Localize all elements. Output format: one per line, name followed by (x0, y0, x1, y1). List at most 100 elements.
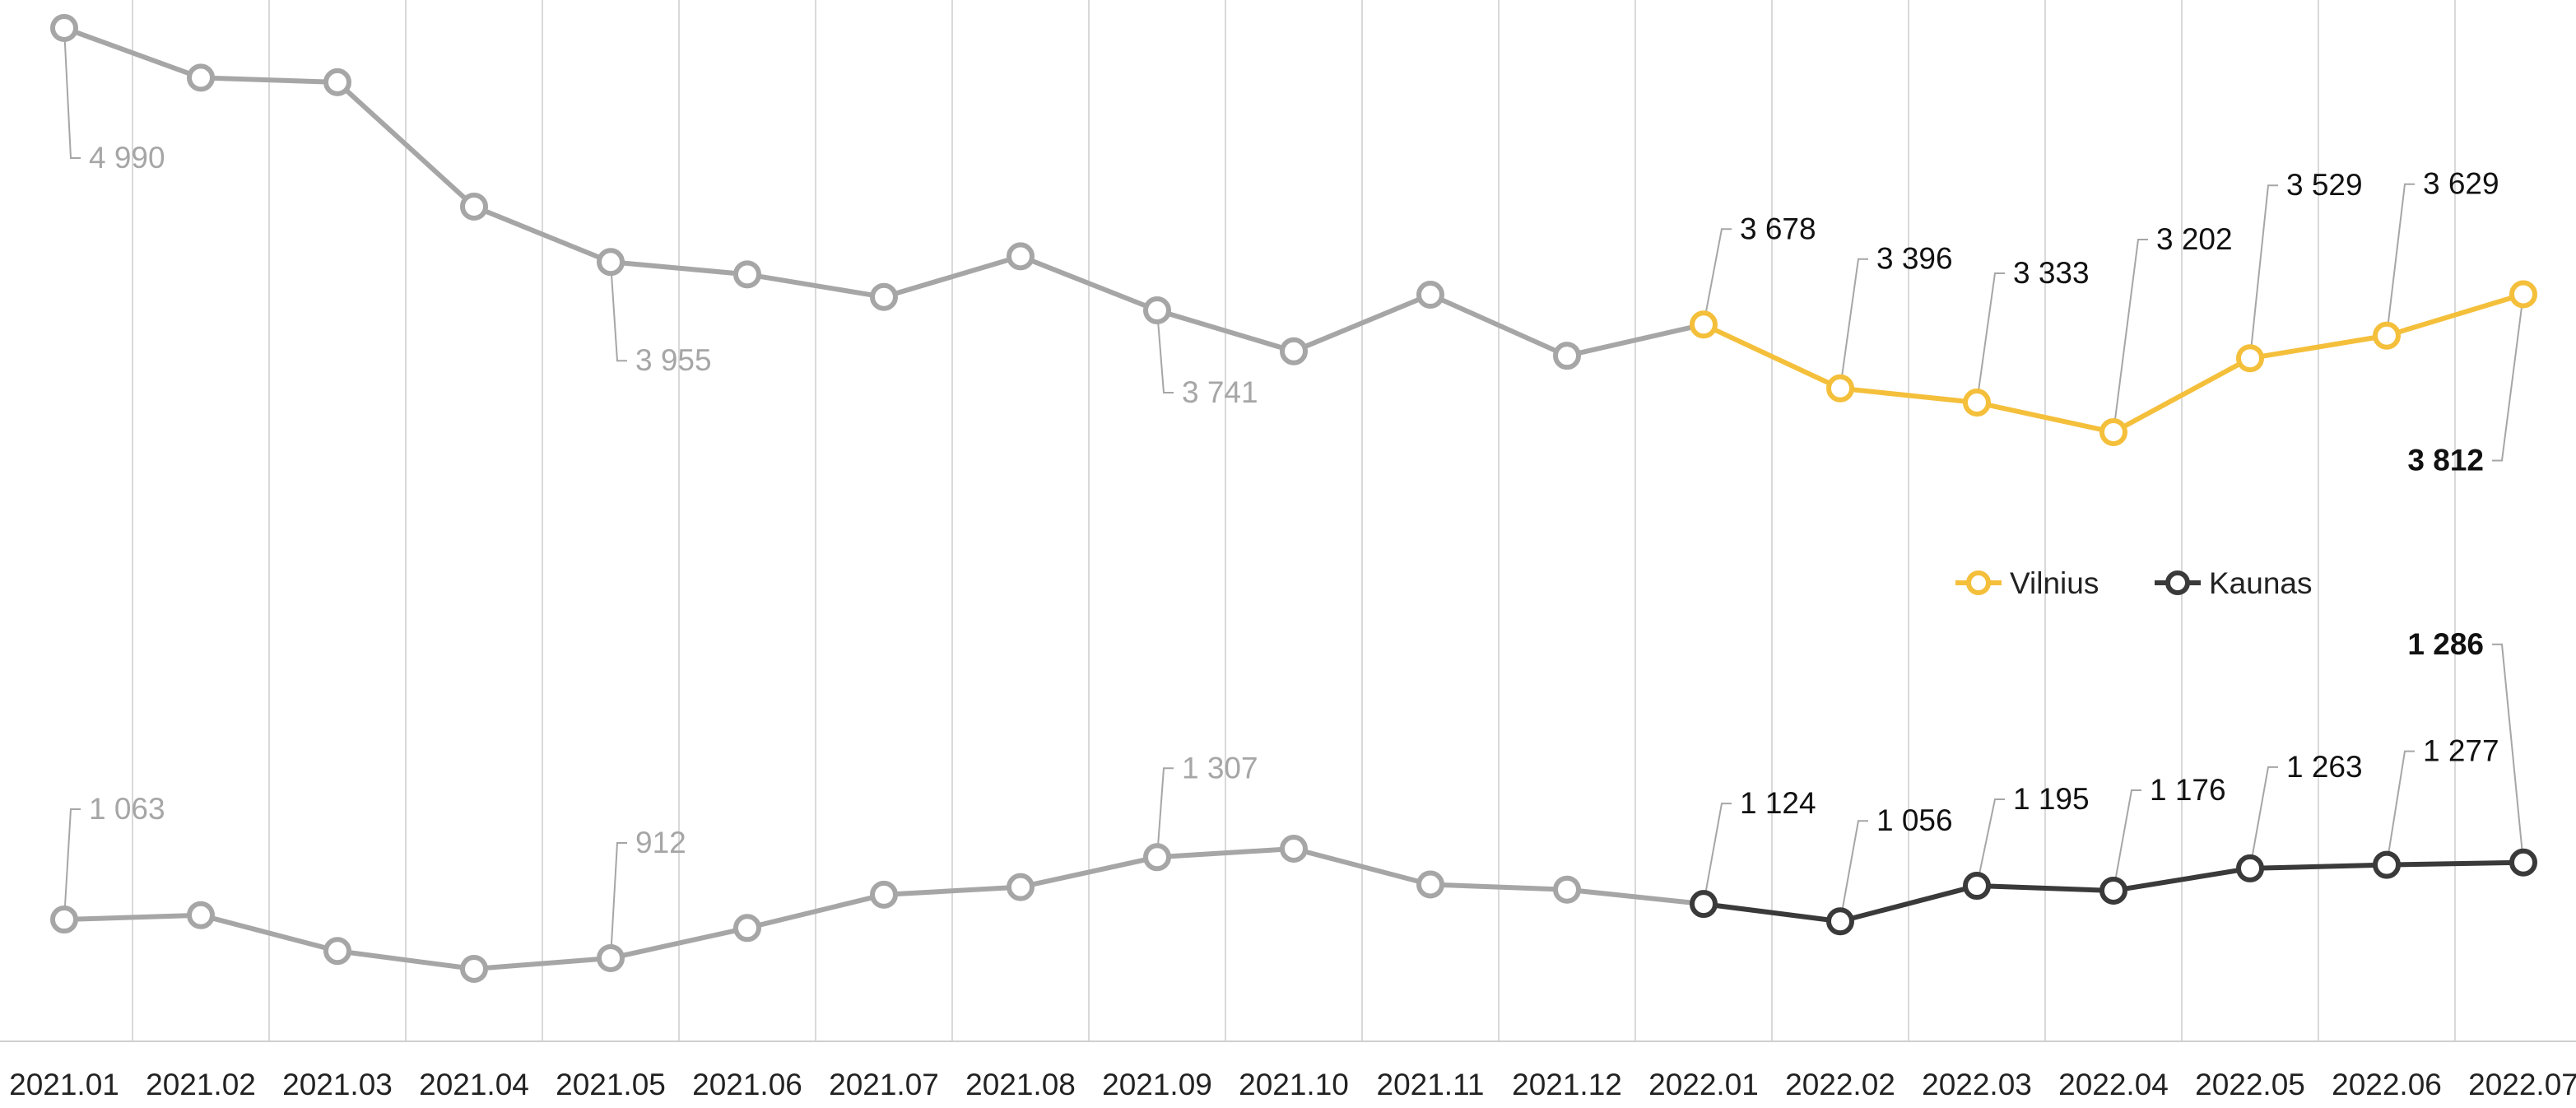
data-label-kaunas-2022-06: 1 277 (2423, 734, 2499, 768)
data-point-kaunas-2021-03 (323, 937, 351, 966)
data-point-vilnius-2022-05 (2236, 344, 2264, 373)
x-axis-ticks: 2021.01 2021.02 2021.03 2021.04 2021.05 2021.… (9, 1068, 2576, 1101)
x-tick-label-2021-04: 2021.04 (419, 1068, 529, 1101)
leader-vilnius-2021-09 (1156, 310, 1174, 393)
data-point-vilnius-2021-07 (870, 282, 898, 311)
x-tick-label-2022-05: 2022.05 (2195, 1068, 2305, 1101)
data-point-kaunas-2022-02 (1826, 907, 1854, 936)
series-kaunas-history-line (63, 846, 1704, 971)
x-tick-label-2022-07: 2022.07 (2468, 1068, 2576, 1101)
leader-vilnius-2022-03 (1976, 272, 2005, 403)
leader-kaunas-2022-02 (1839, 820, 1868, 922)
legend-label-vilnius: Vilnius (2010, 566, 2099, 600)
data-point-kaunas-2021-10 (1280, 835, 1308, 863)
data-point-kaunas-2022-07 (2509, 848, 2537, 877)
data-point-vilnius-2021-08 (1007, 242, 1035, 271)
legend-swatch-vilnius-marker (1966, 570, 1991, 595)
data-point-vilnius-2021-09 (1143, 296, 1171, 324)
data-point-vilnius-2021-06 (733, 260, 761, 289)
x-tick-label-2021-09: 2021.09 (1102, 1068, 1212, 1101)
data-point-vilnius-2021-01 (50, 14, 78, 42)
data-label-vilnius-2022-02: 3 396 (1876, 242, 1953, 276)
x-tick-label-2022-03: 2022.03 (1922, 1068, 2032, 1101)
leader-vilnius-2022-04 (2113, 239, 2148, 433)
data-label-kaunas-2022-03: 1 195 (2013, 782, 2090, 816)
leader-vilnius-2022-05 (2249, 184, 2278, 359)
x-tick-label-2021-07: 2021.07 (829, 1068, 939, 1101)
leader-vilnius-2022-01 (1703, 228, 1732, 325)
data-label-kaunas-2022-05: 1 263 (2286, 750, 2363, 784)
data-point-vilnius-2021-04 (460, 192, 488, 221)
data-label-kaunas-2022-07: 1 286 (2407, 627, 2484, 661)
data-point-vilnius-2022-02 (1826, 374, 1854, 403)
legend-label-kaunas: Kaunas (2209, 566, 2313, 600)
data-label-vilnius-2022-05: 3 529 (2286, 168, 2363, 202)
data-point-kaunas-2022-06 (2373, 850, 2401, 879)
grid (132, 0, 2456, 1041)
leader-kaunas-2021-05 (610, 841, 627, 959)
data-point-kaunas-2022-01 (1690, 890, 1718, 919)
leader-vilnius-2021-05 (610, 262, 627, 362)
data-point-vilnius-2022-04 (2099, 418, 2127, 446)
legend-item-kaunas[interactable]: Kaunas (2155, 566, 2313, 600)
x-tick-label-2022-06: 2022.06 (2332, 1068, 2442, 1101)
leader-vilnius-2021-01 (63, 27, 81, 159)
data-label-kaunas-2022-04: 1 176 (2150, 773, 2226, 807)
data-point-kaunas-2021-04 (460, 955, 488, 983)
data-point-kaunas-2021-09 (1143, 843, 1171, 872)
x-tick-label-2022-02: 2022.02 (1785, 1068, 1895, 1101)
data-label-vilnius-2022-01: 3 678 (1740, 212, 1816, 245)
leader-kaunas-2022-01 (1703, 803, 1732, 905)
x-tick-label-2022-01: 2022.01 (1648, 1068, 1759, 1101)
leader-kaunas-2021-09 (1156, 767, 1174, 858)
data-points (50, 14, 2537, 983)
series-lines (63, 26, 2524, 971)
data-label-vilnius-2021-09: 3 741 (1182, 375, 1258, 409)
data-point-kaunas-2022-04 (2099, 876, 2127, 905)
leader-kaunas-2021-01 (63, 808, 81, 920)
x-tick-label-2021-06: 2021.06 (692, 1068, 802, 1101)
data-label-kaunas-2021-05: 912 (635, 826, 686, 859)
data-point-kaunas-2021-07 (870, 880, 898, 909)
data-point-vilnius-2021-11 (1416, 281, 1444, 310)
leader-kaunas-2022-03 (1976, 798, 2005, 887)
x-tick-label-2021-08: 2021.08 (965, 1068, 1076, 1101)
data-point-kaunas-2021-06 (733, 914, 761, 943)
data-point-vilnius-2022-06 (2373, 321, 2401, 350)
data-label-vilnius-2022-04: 3 202 (2156, 222, 2233, 256)
x-tick-label-2021-12: 2021.12 (1512, 1068, 1622, 1101)
data-label-leaders (63, 27, 2524, 959)
leader-vilnius-2022-02 (1839, 258, 1868, 389)
series-vilnius-line (1702, 291, 2524, 435)
data-label-vilnius-2022-07: 3 812 (2407, 443, 2484, 477)
data-label-kaunas-2021-09: 1 307 (1182, 751, 1258, 784)
x-tick-label-2021-10: 2021.10 (1239, 1068, 1349, 1101)
leader-kaunas-2022-07 (2492, 643, 2524, 863)
data-point-kaunas-2021-01 (50, 905, 78, 934)
data-point-vilnius-2022-01 (1690, 310, 1718, 339)
data-point-kaunas-2021-11 (1416, 870, 1444, 899)
data-label-vilnius-2022-06: 3 629 (2423, 167, 2499, 201)
legend-item-vilnius[interactable]: Vilnius (1955, 566, 2099, 600)
data-point-kaunas-2021-08 (1007, 873, 1035, 901)
data-point-kaunas-2022-05 (2236, 854, 2264, 882)
data-label-kaunas-2022-01: 1 124 (1740, 786, 1816, 820)
legend: Vilnius Kaunas (1955, 566, 2313, 600)
data-point-vilnius-2021-05 (597, 248, 625, 277)
x-tick-label-2022-04: 2022.04 (2058, 1068, 2169, 1101)
x-tick-label-2021-02: 2021.02 (146, 1068, 256, 1101)
leader-vilnius-2022-06 (2386, 183, 2415, 336)
x-tick-label-2021-01: 2021.01 (9, 1068, 119, 1101)
data-label-kaunas-2021-01: 1 063 (89, 792, 165, 826)
data-label-kaunas-2022-02: 1 056 (1876, 803, 1953, 837)
data-label-vilnius-2021-01: 4 990 (89, 141, 165, 175)
data-point-vilnius-2022-03 (1963, 389, 1991, 417)
data-label-vilnius-2022-03: 3 333 (2013, 256, 2090, 290)
data-point-kaunas-2021-02 (187, 901, 215, 929)
data-point-vilnius-2021-03 (323, 68, 351, 96)
x-tick-label-2021-05: 2021.05 (556, 1068, 666, 1101)
data-point-vilnius-2021-10 (1280, 337, 1308, 365)
data-label-vilnius-2021-05: 3 955 (635, 343, 712, 377)
x-tick-label-2021-11: 2021.11 (1377, 1068, 1485, 1101)
